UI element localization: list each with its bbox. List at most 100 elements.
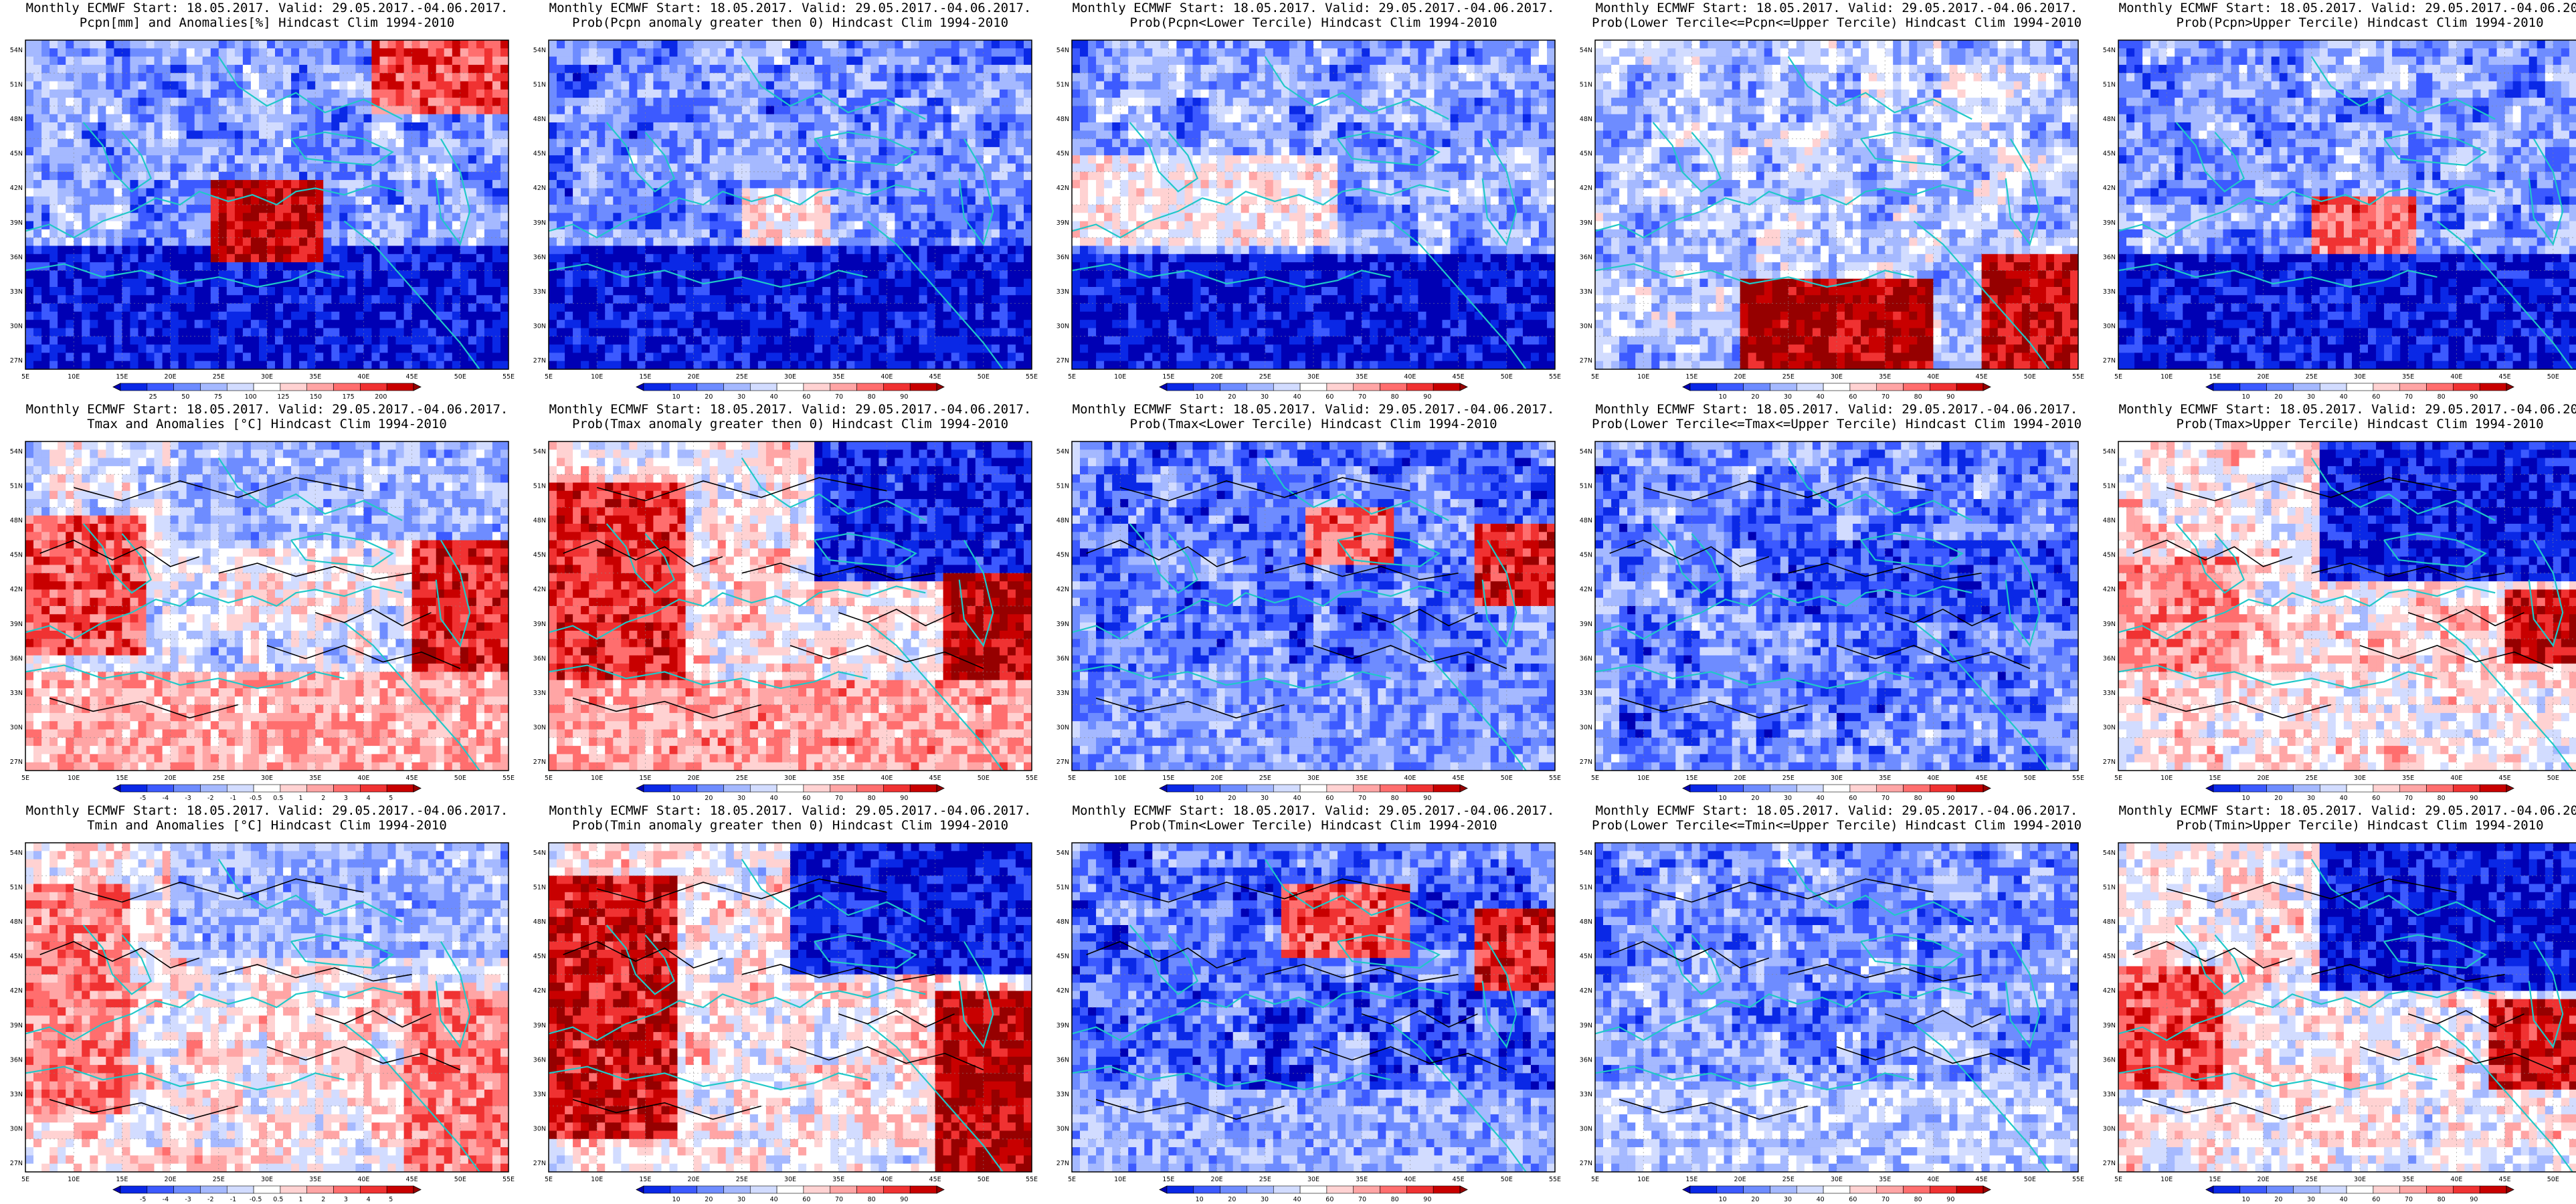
lat-tick-label: 30N	[1056, 1125, 1069, 1132]
colorbar-tick-label: 175	[343, 393, 355, 401]
coastline	[2436, 621, 2573, 771]
lat-tick-label: 51N	[1580, 82, 1592, 89]
lon-tick-label: 35E	[1356, 1176, 1368, 1183]
lon-tick-label: 10E	[1637, 1176, 1649, 1183]
lat-tick-label: 36N	[2103, 254, 2116, 261]
coastline	[290, 131, 394, 167]
map-field	[2118, 441, 2576, 771]
coastline	[866, 1023, 1004, 1172]
colorbar-tick-label: 40	[770, 1196, 778, 1203]
lat-tick-label: 33N	[1580, 288, 1592, 296]
lat-tick-label: 42N	[1580, 185, 1592, 192]
isoline	[1836, 645, 2031, 670]
lon-tick-label: 55E	[1026, 1176, 1038, 1183]
lon-tick-label: 20E	[2258, 1176, 2270, 1183]
isoline	[741, 563, 935, 581]
lat-tick-label: 42N	[1580, 987, 1592, 995]
isoline	[2166, 477, 2457, 502]
isoline	[1361, 1010, 1478, 1028]
colorbar-tick-label: 10	[2242, 393, 2250, 401]
coastline	[549, 585, 926, 640]
lat-tick-label: 36N	[1580, 655, 1592, 662]
colorbar-tick-label: 5	[389, 795, 393, 802]
lon-tick-label: 45E	[1976, 1176, 1988, 1183]
lat-tick-label: 48N	[1580, 918, 1592, 926]
lat-tick-label: 36N	[10, 1056, 23, 1064]
lat-tick-label: 36N	[10, 655, 23, 662]
coastline	[1337, 131, 1441, 167]
coastline	[958, 941, 994, 1049]
lon-tick-label: 40E	[1927, 1176, 1939, 1183]
colorbar-tick-label: 20	[705, 393, 713, 401]
lat-tick-label: 45N	[2103, 552, 2116, 559]
panel-title-line2: Prob(Tmin>Upper Tercile) Hindcast Clim 1…	[2176, 818, 2543, 833]
panel-title-line2: Prob(Tmax anomaly greater then 0) Hindca…	[572, 417, 1008, 431]
coastline	[25, 1066, 345, 1091]
coastline	[2118, 987, 2496, 1041]
colorbar-tick-label: 30	[1784, 393, 1792, 401]
isoline	[49, 1099, 238, 1120]
lon-tick-label: 15E	[1685, 775, 1697, 782]
lon-tick-label: 50E	[1501, 775, 1513, 782]
panel-title-line1: Monthly ECMWF Start: 18.05.2017. Valid: …	[1073, 803, 1555, 818]
lon-tick-label: 30E	[1307, 373, 1319, 381]
isoline	[49, 698, 238, 719]
panel-title-line2: Prob(Pcpn<Lower Tercile) Hindcast Clim 1…	[1129, 15, 1497, 30]
lon-tick-label: 20E	[1734, 373, 1746, 381]
colorbar-tick-label: 90	[1423, 795, 1431, 802]
lat-tick-label: 48N	[1580, 116, 1592, 123]
lon-tick-label: 25E	[1259, 775, 1271, 782]
isoline	[572, 698, 761, 719]
isoline	[2132, 940, 2293, 969]
lat-tick-label: 39N	[10, 621, 23, 628]
lon-tick-label: 35E	[832, 373, 844, 381]
lat-tick-label: 42N	[2103, 586, 2116, 593]
lat-tick-label: 39N	[533, 219, 546, 227]
isoline	[1609, 539, 1770, 567]
colorbar: -5 -4 -3 -2 -1 -0.5 0.5 1 2 3 4 5	[112, 784, 422, 802]
isoline	[596, 477, 887, 502]
isoline	[218, 563, 412, 581]
colorbar-tick-label: 10	[1196, 795, 1204, 802]
colorbar-tick-label: 70	[1358, 1196, 1366, 1203]
lat-tick-label: 39N	[1056, 621, 1069, 628]
map-field	[1072, 843, 1555, 1172]
colorbar-tick-label: -3	[185, 1196, 191, 1203]
lat-tick-label: 30N	[533, 1125, 546, 1132]
coastline	[958, 540, 994, 647]
colorbar-tick-label: 2	[321, 1196, 325, 1203]
panel-title-line2: Tmin and Anomalies [°C] Hindcast Clim 19…	[87, 818, 447, 833]
colorbar-tick-label: 20	[705, 795, 713, 802]
lat-tick-label: 54N	[1056, 47, 1069, 54]
lat-tick-label: 42N	[10, 586, 23, 593]
isoline	[2311, 964, 2505, 982]
lat-tick-label: 33N	[2103, 1091, 2116, 1098]
lon-tick-label: 50E	[2547, 1176, 2559, 1183]
lat-tick-label: 39N	[2103, 621, 2116, 628]
coastline	[1072, 263, 1391, 288]
colorbar-tick-label: 60	[1849, 393, 1857, 401]
coastline	[290, 934, 394, 969]
lat-tick-label: 51N	[1056, 82, 1069, 89]
colorbar-tick-label: 40	[1293, 393, 1301, 401]
isoline	[1788, 964, 1982, 982]
lat-tick-label: 33N	[10, 1091, 23, 1098]
colorbar-tick-label: 60	[2372, 393, 2380, 401]
lat-tick-label: 48N	[1580, 517, 1592, 524]
colorbar-tick-label: 40	[2340, 1196, 2348, 1203]
lat-tick-label: 30N	[1056, 724, 1069, 731]
lon-tick-label: 45E	[1976, 373, 1988, 381]
colorbar-tick-label: 70	[1881, 1196, 1890, 1203]
lon-tick-label: 55E	[502, 775, 515, 782]
panel-title-line2: Prob(Tmax<Lower Tercile) Hindcast Clim 1…	[1129, 417, 1497, 431]
lon-tick-label: 20E	[2258, 373, 2270, 381]
lat-tick-label: 48N	[10, 517, 23, 524]
lon-tick-label: 55E	[1549, 1176, 1561, 1183]
lat-tick-label: 51N	[1056, 483, 1069, 490]
lat-tick-label: 48N	[10, 918, 23, 926]
coastline	[2436, 220, 2573, 369]
map-field	[1595, 843, 2078, 1172]
lat-tick-label: 51N	[10, 884, 23, 892]
panel-tmin-anom: Monthly ECMWF Start: 18.05.2017. Valid: …	[10, 803, 515, 1203]
